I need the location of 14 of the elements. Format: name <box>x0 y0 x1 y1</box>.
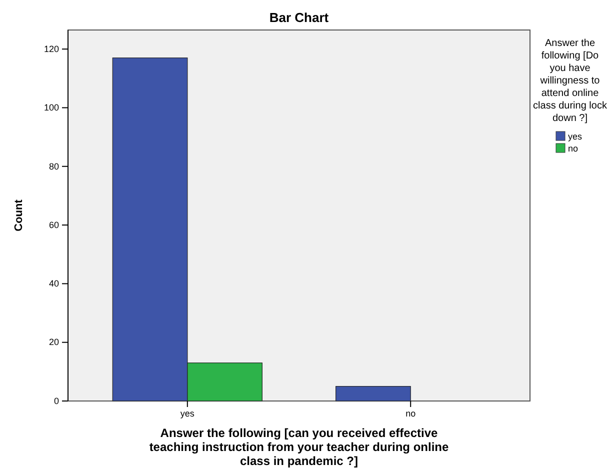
chart-title: Bar Chart <box>269 10 330 25</box>
y-tick-label: 20 <box>48 337 59 348</box>
x-axis-title: Answer the following [can you received effective teaching instruction from your teacher during online class in pandemic ?] <box>149 426 449 468</box>
legend-label: yes <box>568 132 583 142</box>
legend-label: no <box>568 144 578 154</box>
y-tick-label: 60 <box>48 220 59 230</box>
bar <box>336 386 411 402</box>
y-tick-label: 80 <box>48 161 59 172</box>
y-tick-label: 100 <box>44 102 59 113</box>
legend-title: Answer the following [Do you have willingness to attend online class during lock down ?] <box>533 38 608 124</box>
y-tick-label: 40 <box>48 278 59 289</box>
y-axis-title: Count <box>13 199 25 232</box>
y-tick-label: 120 <box>44 44 59 54</box>
y-tick-label: 0 <box>54 396 59 406</box>
